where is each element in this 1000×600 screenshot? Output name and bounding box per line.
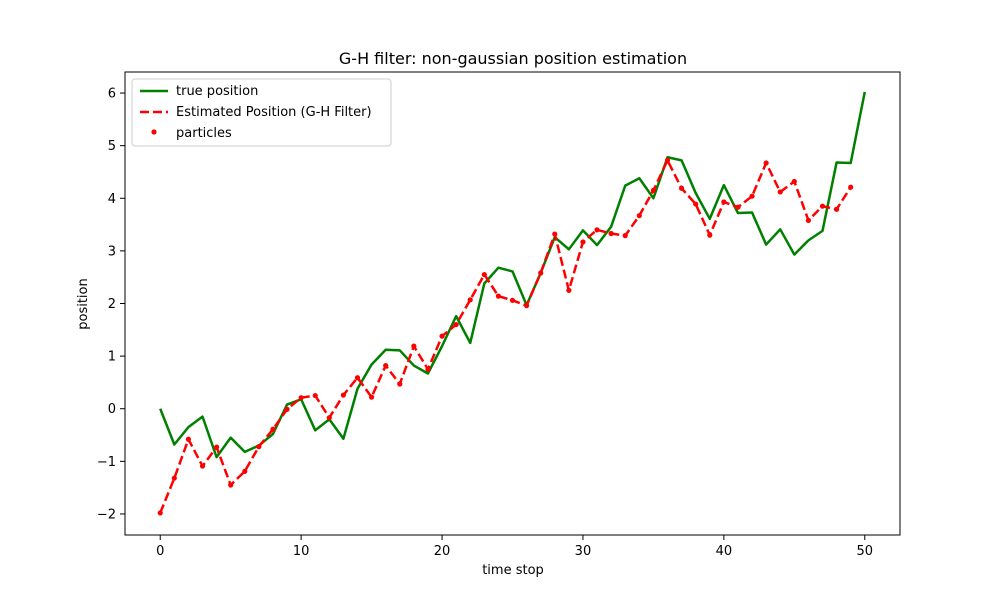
y-tick-label: 1 (108, 350, 116, 365)
data-point (580, 239, 586, 245)
data-point (819, 203, 826, 209)
y-tick-label: −2 (97, 507, 116, 522)
data-point (425, 366, 431, 372)
y-axis-title: position (76, 278, 91, 330)
data-point (693, 201, 699, 207)
y-tick-label: 5 (108, 139, 116, 154)
x-tick-label: 50 (856, 544, 873, 559)
legend-label-estimated-position: Estimated Position (G-H Filter) (176, 105, 372, 120)
y-tick-label: 6 (108, 87, 116, 102)
data-point (171, 475, 177, 481)
y-tick-label: 4 (108, 192, 116, 207)
data-point (721, 199, 727, 205)
data-point (411, 343, 417, 349)
data-point (622, 233, 628, 239)
data-point (805, 217, 812, 223)
data-point (397, 381, 403, 387)
data-point (199, 463, 206, 469)
data-point (453, 321, 459, 328)
data-point (270, 426, 276, 432)
data-point (763, 160, 769, 166)
data-point (495, 293, 502, 299)
data-point (664, 157, 671, 163)
data-point (566, 287, 572, 293)
data-point (509, 297, 516, 303)
x-axis: 0 10 20 30 40 50 (156, 535, 873, 559)
x-tick-label: 10 (293, 544, 310, 559)
x-tick-label: 40 (716, 544, 733, 559)
data-point (636, 213, 642, 219)
data-point (326, 415, 332, 421)
data-point (749, 193, 755, 199)
data-point (157, 510, 163, 516)
legend-label-particles: particles (176, 126, 232, 141)
y-tick-label: −1 (97, 455, 116, 470)
y-tick-label: 2 (108, 297, 116, 312)
data-point (228, 482, 234, 488)
data-point (833, 206, 840, 212)
data-point (523, 303, 530, 309)
data-point (608, 230, 614, 237)
legend-label-true-position: true position (176, 84, 258, 99)
legend-box (131, 78, 392, 147)
data-point (481, 271, 487, 278)
data-point (256, 444, 262, 450)
data-point (707, 232, 713, 238)
x-tick-label: 20 (434, 544, 451, 559)
data-point (312, 392, 318, 399)
data-point (439, 333, 445, 339)
y-tick-label: 0 (108, 402, 116, 417)
data-point (848, 184, 854, 190)
legend: true position Estimated Position (G-H Fi… (131, 78, 392, 147)
data-point (185, 436, 192, 442)
data-point (298, 395, 304, 401)
x-tick-label: 0 (156, 544, 164, 559)
data-point (791, 178, 797, 185)
data-point (213, 444, 220, 450)
data-point (650, 187, 657, 193)
data-point (552, 231, 558, 237)
data-point (777, 189, 783, 195)
data-point (467, 297, 473, 303)
data-point (354, 375, 361, 381)
y-axis: −2 −1 0 1 2 3 4 5 6 (97, 87, 125, 522)
data-point (284, 406, 290, 412)
legend-swatch-particles (151, 129, 157, 135)
data-point (368, 394, 375, 400)
data-point (538, 270, 544, 276)
data-point (735, 204, 741, 210)
chart-title: G-H filter: non-gaussian position estima… (339, 49, 687, 68)
series-particles (157, 157, 854, 516)
data-point (340, 392, 347, 398)
data-point (242, 468, 248, 474)
data-point (383, 362, 389, 369)
x-axis-title: time stop (482, 563, 544, 578)
data-point (594, 227, 600, 233)
data-point (678, 185, 685, 191)
y-tick-label: 3 (108, 244, 116, 259)
series-line-true-position (159, 91, 866, 459)
plot-area (157, 91, 866, 516)
x-tick-label: 30 (575, 544, 592, 559)
